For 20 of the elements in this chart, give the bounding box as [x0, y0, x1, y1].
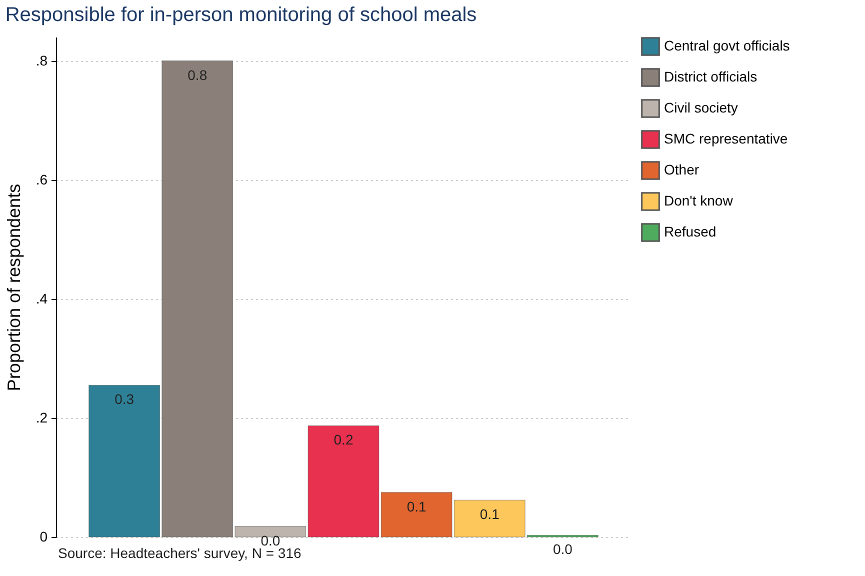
y-tick-label: 0	[40, 528, 48, 544]
legend-label: Central govt officials	[664, 38, 790, 54]
legend-label: SMC representative	[664, 130, 788, 146]
data-label: 0.2	[334, 432, 354, 448]
legend-label: Refused	[664, 224, 716, 240]
data-label: 0.8	[188, 66, 208, 83]
y-tick-label: .2	[36, 409, 48, 426]
y-axis-title: Proportion of respondents	[4, 184, 24, 392]
data-label: 0.3	[114, 391, 134, 408]
chart-title: Responsible for in-person monitoring of school meals	[5, 4, 477, 26]
legend-label: Don't know	[664, 192, 734, 208]
legend-label: District officials	[664, 68, 758, 84]
legend-label: Civil society	[664, 100, 738, 116]
y-tick-label: .4	[36, 290, 48, 306]
y-tick-label: .8	[36, 52, 48, 68]
data-label: 0.1	[480, 506, 500, 522]
data-label: 0.0	[552, 541, 573, 558]
legend-label: Other	[664, 162, 700, 178]
y-tick-label: .6	[36, 171, 48, 188]
data-label: 0.1	[406, 498, 427, 514]
